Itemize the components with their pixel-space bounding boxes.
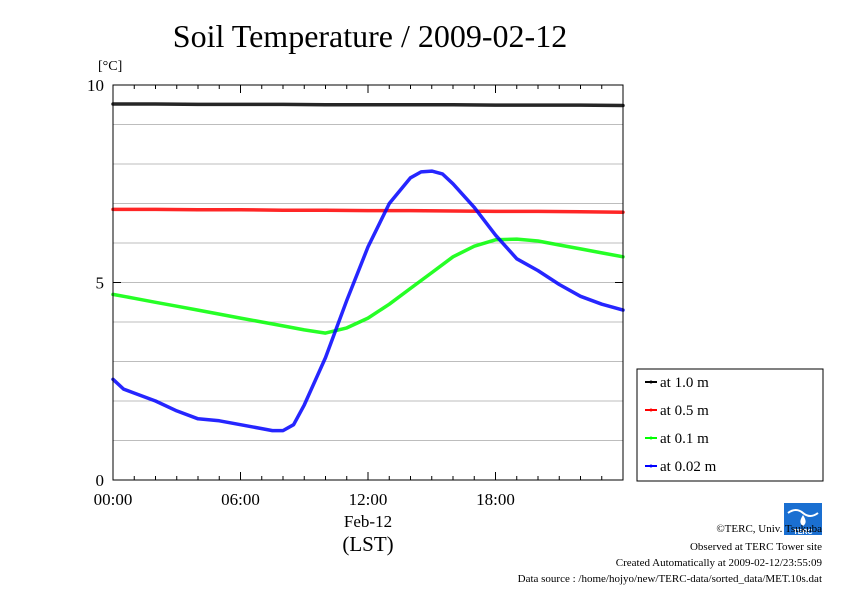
grid-lines (113, 124, 623, 441)
logo-drop-icon (800, 515, 806, 526)
footer-observed: Observed at TERC Tower site (690, 541, 822, 553)
y-tick-label: 10 (87, 76, 104, 95)
footer-copyright: ©TERC, Univ. Tsukuba (716, 523, 822, 535)
logo-text: TERC (793, 529, 812, 536)
y-tick-label: 0 (96, 471, 105, 490)
terc-logo: TERC (784, 503, 822, 536)
legend-label: at 0.5 m (660, 403, 709, 419)
legend-swatch-dot (649, 408, 653, 412)
y-axis-unit-label: [°C] (98, 59, 122, 74)
legend-label: at 0.02 m (660, 459, 717, 475)
series-line-at-0-1-m (111, 237, 625, 335)
legend-swatch-dot (649, 380, 653, 384)
x-tick-label: 00:00 (94, 490, 133, 509)
y-tick-label: 5 (96, 274, 105, 293)
logo-wave (787, 509, 819, 517)
series-lines (111, 102, 625, 433)
x-axis-timezone-label: (LST) (342, 532, 393, 556)
x-tick-label: 12:00 (349, 490, 388, 509)
legend-label: at 1.0 m (660, 375, 709, 391)
series-line-at-1-0-m (111, 102, 625, 108)
chart-title: Soil Temperature / 2009-02-12 (173, 18, 567, 54)
legend-label: at 0.1 m (660, 431, 709, 447)
axis-ticks: 00:00 06:00 12:00 18:00 0 5 10 (87, 76, 623, 509)
series-line-at-0-5-m (111, 207, 625, 214)
x-tick-label: 18:00 (476, 490, 515, 509)
footer-created: Created Automatically at 2009-02-12/23:5… (616, 557, 823, 569)
series-line-at-0-02-m (111, 169, 625, 433)
legend-box (636, 368, 824, 482)
footer-source: Data source : /home/hojyo/new/TERC-data/… (518, 573, 822, 585)
x-axis-date-label: Feb-12 (344, 512, 392, 531)
legend: at 1.0 m at 0.5 m at 0.1 m at 0.02 m (636, 368, 824, 482)
legend-swatch-dot (649, 464, 653, 468)
x-tick-label: 06:00 (221, 490, 260, 509)
legend-swatch-dot (649, 436, 653, 440)
